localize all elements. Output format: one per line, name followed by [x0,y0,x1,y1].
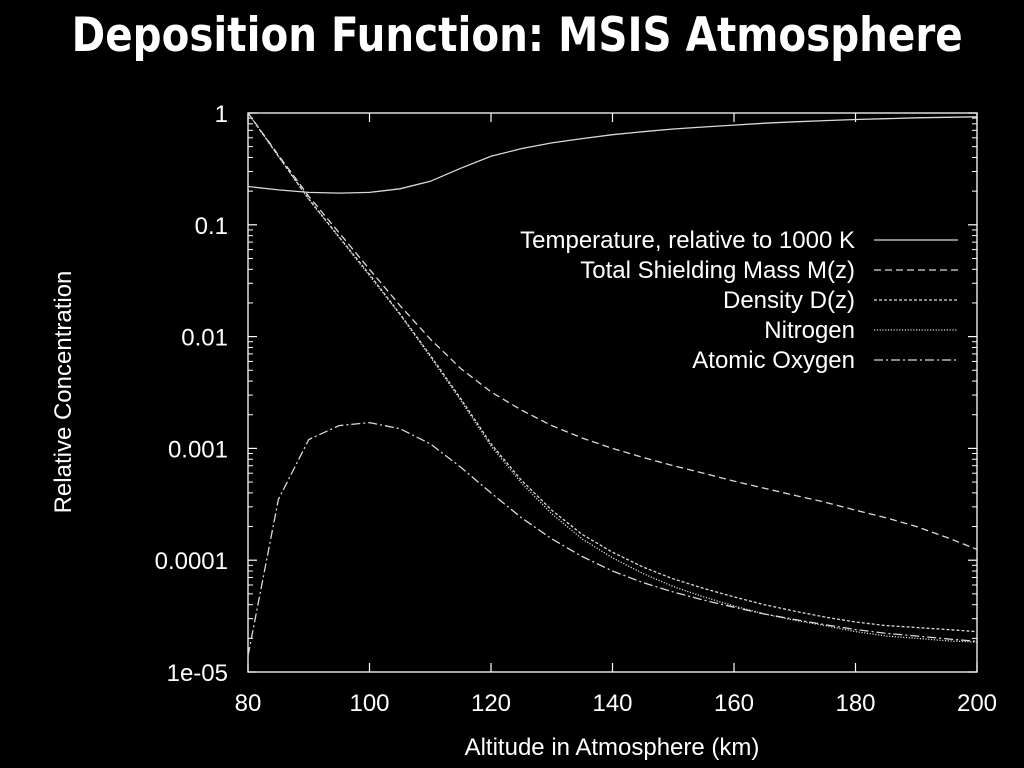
legend-label: Atomic Oxygen [692,347,855,374]
x-axis: 80 100 120 140 160 180 200 [235,113,997,717]
x-tick-label: 160 [714,690,754,717]
legend: Temperature, relative to 1000 K Total Shi… [520,227,958,374]
x-tick-label: 80 [235,690,262,717]
series-line [247,421,978,656]
x-tick-label: 180 [835,690,875,717]
y-tick-label: 1e-05 [167,660,228,687]
legend-label: Total Shielding Mass M(z) [580,257,855,284]
y-tick-label: 0.1 [195,213,228,240]
x-tick-label: 140 [592,690,632,717]
legend-label: Density D(z) [723,287,855,314]
y-tick-label: 0.0001 [155,548,228,575]
x-tick-label: 200 [957,690,997,717]
y-tick-label: 0.001 [168,436,228,463]
y-tick-label: 0.01 [181,325,228,352]
series-line [247,112,978,551]
series-lines [247,112,978,656]
x-tick-label: 120 [471,690,511,717]
x-tick-label: 100 [349,690,389,717]
series-line [247,112,978,633]
legend-label: Nitrogen [764,317,855,344]
plot-frame [247,112,978,673]
slide-title: Deposition Function: MSIS Atmosphere [71,8,963,63]
legend-label: Temperature, relative to 1000 K [520,227,855,254]
y-axis: 1 0.1 0.01 0.001 0.0001 1e-05 [155,101,977,687]
y-tick-label: 1 [215,101,228,128]
series-line [247,116,978,194]
y-axis-label: Relative Concentration [50,271,77,514]
x-axis-label: Altitude in Atmosphere (km) [465,734,760,761]
